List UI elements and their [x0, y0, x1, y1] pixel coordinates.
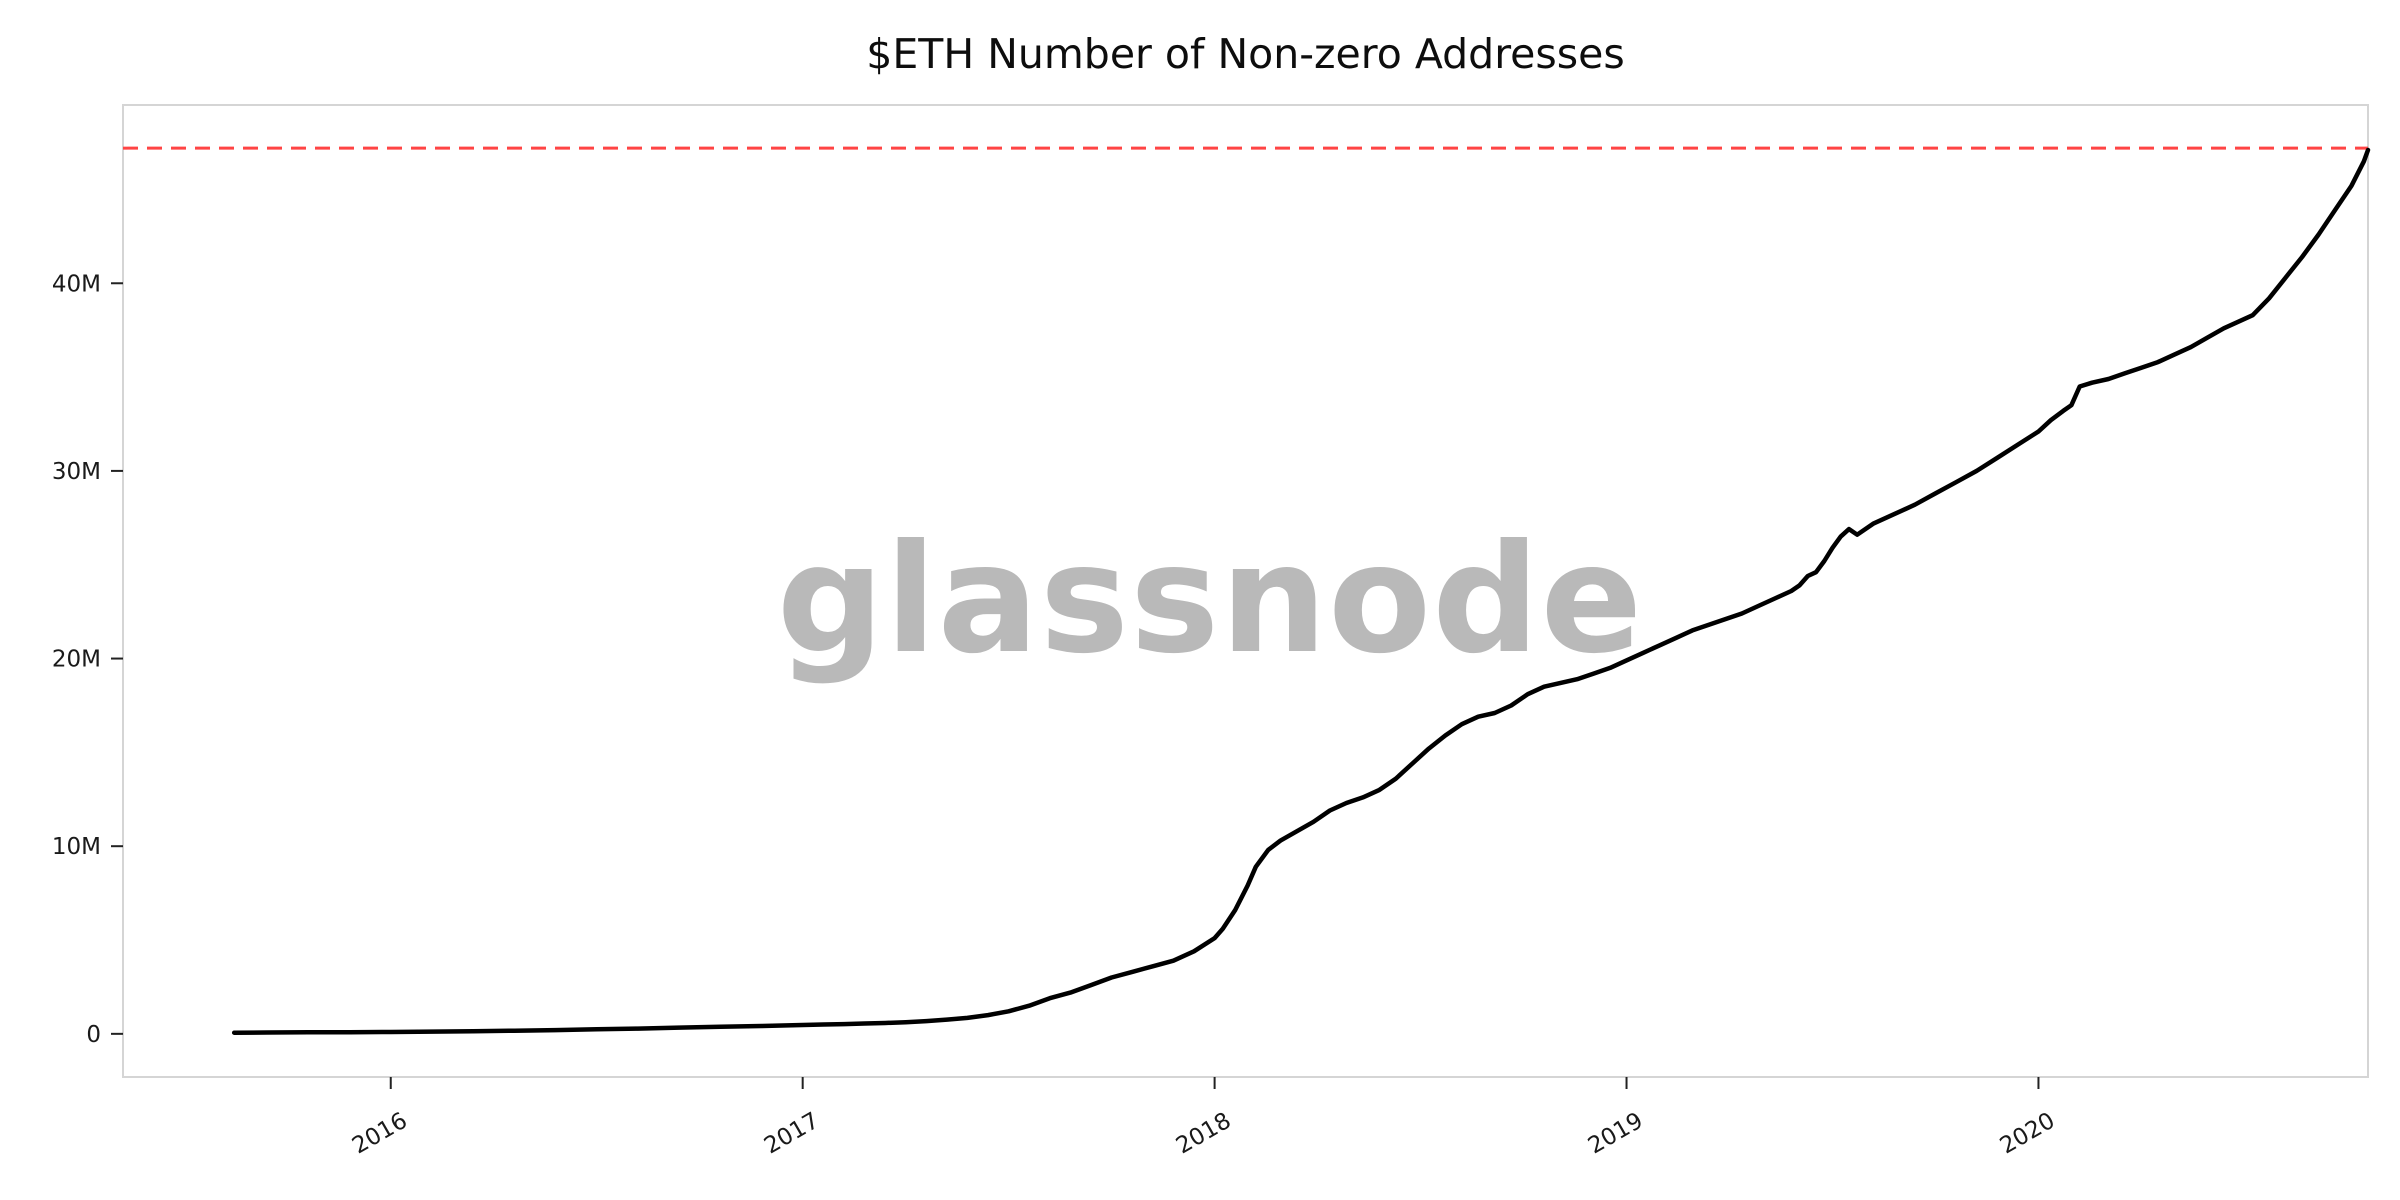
- y-tick-label: 20M: [52, 647, 101, 673]
- x-tick-label: 2020: [1996, 1108, 2060, 1160]
- x-tick-label: 2018: [1172, 1108, 1236, 1160]
- y-tick-label: 0: [86, 1022, 101, 1048]
- y-tick-label: 30M: [52, 459, 101, 485]
- x-axis: 2016 2017 2018 2019 2020: [348, 1077, 2059, 1159]
- plot-border: [122, 104, 2369, 1078]
- x-tick-label: 2019: [1584, 1108, 1648, 1160]
- glassnode-watermark: glassnode: [776, 513, 1644, 687]
- chart-title: $ETH Number of Non-zero Addresses: [866, 30, 1625, 78]
- x-tick-label: 2016: [348, 1108, 412, 1160]
- y-axis: 0 10M 20M 30M 40M: [52, 271, 123, 1048]
- x-tick-label: 2017: [760, 1108, 824, 1160]
- y-tick-label: 40M: [52, 271, 101, 297]
- y-tick-label: 10M: [52, 834, 101, 860]
- series-line: [231, 147, 2371, 1035]
